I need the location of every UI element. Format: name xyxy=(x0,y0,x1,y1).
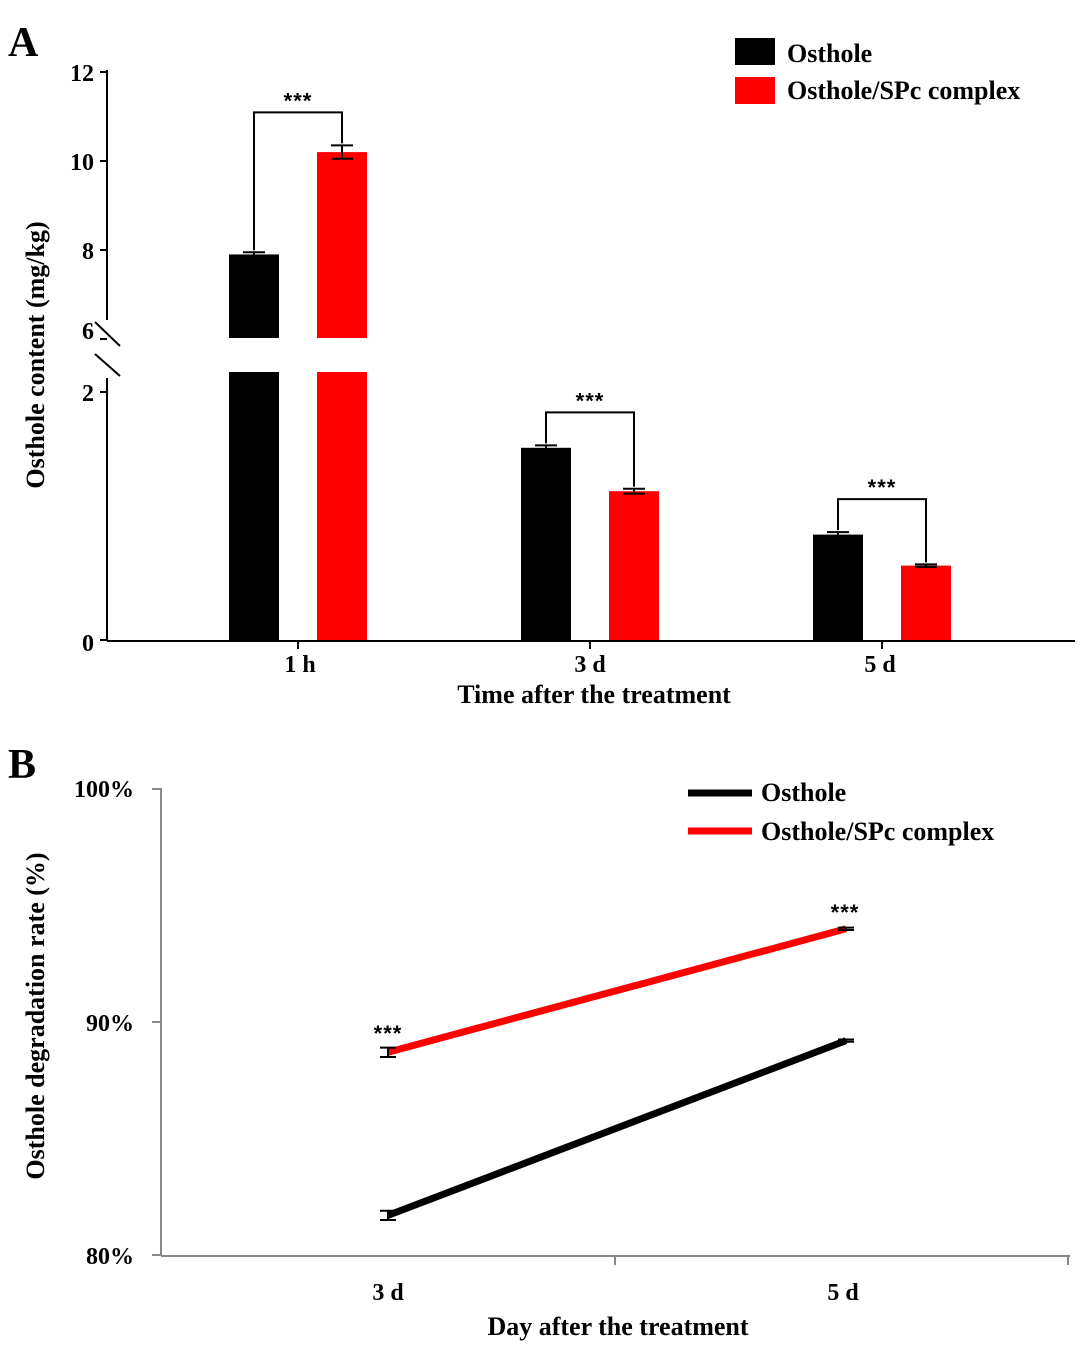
series-line-osthole xyxy=(386,1037,848,1219)
y-axis-title-b: Osthole degradation rate (%) xyxy=(21,852,50,1179)
error-bar-b-complex-3d xyxy=(380,1046,396,1058)
bar-complex-5d xyxy=(901,565,951,640)
panel-b-line-chart: 100% 90% 80% 3 d 5 d Day after the treat… xyxy=(21,777,1070,1341)
bar-osthole-1h xyxy=(229,254,279,640)
x-tick-label-b-3d: 3 d xyxy=(372,1280,404,1306)
error-bar-complex-3d xyxy=(623,487,645,495)
legend-label-b-osthole: Osthole xyxy=(761,778,846,807)
significance-label-3d: *** xyxy=(576,388,605,413)
y-tick-label-8: 8 xyxy=(82,239,94,265)
error-bar-b-osthole-5d xyxy=(838,1038,854,1043)
error-bar-b-complex-5d xyxy=(838,926,854,931)
x-axis-title: Time after the treatment xyxy=(457,680,731,709)
axis-break-mark-bottom xyxy=(94,353,121,377)
panel-a-bar-chart: 12 10 8 6 2 0 1 h 3 d 5 d Time after the… xyxy=(21,38,1075,709)
axis-break-gap xyxy=(222,338,372,372)
x-tick-label-5d: 5 d xyxy=(864,652,896,678)
significance-bracket-5d xyxy=(837,498,927,563)
bar-osthole-5d xyxy=(813,534,863,640)
bar-complex-3d xyxy=(609,491,659,640)
y-tick-label-b-90: 90% xyxy=(86,1011,134,1037)
significance-label-1h: *** xyxy=(284,88,313,113)
error-bar-osthole-3d xyxy=(535,444,557,452)
y-tick-label-10: 10 xyxy=(70,150,94,176)
bar-group-5d xyxy=(813,534,951,640)
significance-label-b-5d: *** xyxy=(831,900,860,925)
series-line-complex xyxy=(387,925,847,1056)
significance-bracket-1h xyxy=(253,111,343,251)
x-tick-label-3d: 3 d xyxy=(574,652,606,678)
x-tick-label-1h: 1 h xyxy=(284,652,315,678)
x-axis-title-b: Day after the treatment xyxy=(487,1312,748,1341)
y-tick-label-b-100: 100% xyxy=(74,777,134,803)
y-tick-label-0: 0 xyxy=(82,631,94,657)
significance-bracket-3d xyxy=(545,411,635,487)
bar-group-3d xyxy=(521,447,659,640)
error-bar-osthole-1h xyxy=(243,251,265,258)
legend-label-complex: Osthole/SPc complex xyxy=(787,76,1020,105)
legend-swatch-osthole xyxy=(735,38,775,65)
bar-group-1h xyxy=(229,152,367,640)
x-tick-label-b-5d: 5 d xyxy=(827,1280,859,1306)
bar-complex-1h xyxy=(317,152,367,640)
y-tick-label-b-80: 80% xyxy=(86,1244,134,1270)
error-bar-complex-1h xyxy=(331,144,353,160)
error-bar-osthole-5d xyxy=(827,531,849,539)
y-axis-title: Osthole content (mg/kg) xyxy=(21,221,50,488)
error-bar-b-osthole-3d xyxy=(380,1209,396,1222)
bar-osthole-3d xyxy=(521,447,571,640)
y-tick-label-2: 2 xyxy=(82,381,94,407)
significance-label-5d: *** xyxy=(868,475,897,500)
legend-label-osthole: Osthole xyxy=(787,39,872,68)
legend-a: Osthole Osthole/SPc complex xyxy=(735,38,1020,105)
panel-a-letter: A xyxy=(8,20,39,66)
y-tick-label-12: 12 xyxy=(70,61,94,87)
legend-b: Osthole Osthole/SPc complex xyxy=(688,778,994,846)
legend-swatch-complex xyxy=(735,77,775,104)
significance-label-b-3d: *** xyxy=(374,1021,403,1046)
axis-break-mark-top xyxy=(94,321,121,347)
error-bar-complex-5d xyxy=(915,563,937,568)
y-tick-label-6: 6 xyxy=(82,319,94,345)
panel-b-letter: B xyxy=(8,742,36,788)
legend-label-b-complex: Osthole/SPc complex xyxy=(761,817,994,846)
